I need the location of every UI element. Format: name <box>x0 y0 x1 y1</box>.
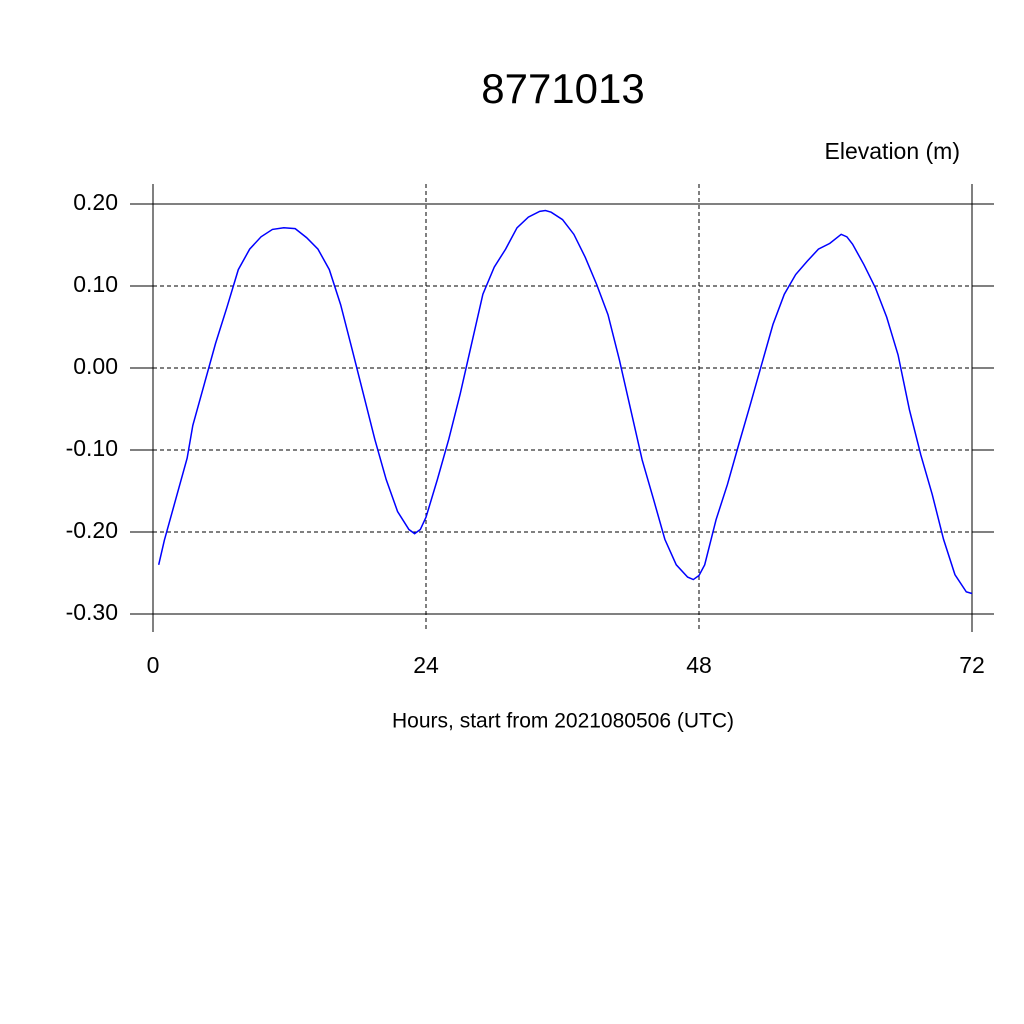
x-tick-label: 48 <box>686 652 712 678</box>
y-tick-label: -0.10 <box>66 435 118 461</box>
x-tick-label: 0 <box>147 652 160 678</box>
x-tick-label: 72 <box>959 652 985 678</box>
y-axis-label: Elevation (m) <box>825 138 960 164</box>
y-tick-label: 0.10 <box>73 271 118 297</box>
x-axis-label: Hours, start from 2021080506 (UTC) <box>392 710 734 733</box>
chart-title: 8771013 <box>481 65 645 112</box>
x-tick-label: 24 <box>413 652 439 678</box>
y-tick-label: 0.20 <box>73 189 118 215</box>
y-tick-label: 0.00 <box>73 353 118 379</box>
y-tick-label: -0.30 <box>66 599 118 625</box>
line-series <box>157 209 973 595</box>
y-tick-label: -0.20 <box>66 517 118 543</box>
